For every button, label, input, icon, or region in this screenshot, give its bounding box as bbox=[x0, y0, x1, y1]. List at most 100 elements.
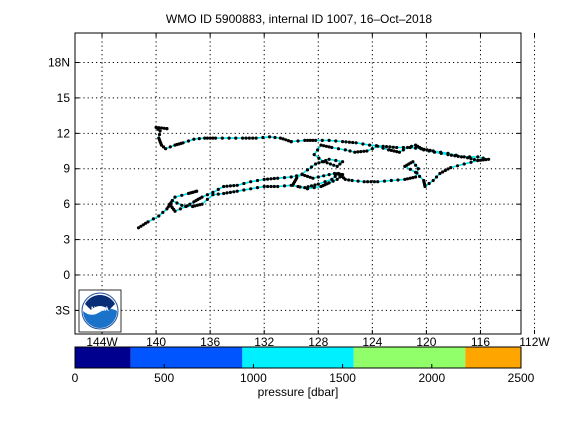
colorbar-bands bbox=[75, 347, 521, 368]
profile-point bbox=[311, 138, 315, 142]
profile-point bbox=[487, 157, 491, 161]
profile-point bbox=[389, 148, 393, 152]
profile-point bbox=[272, 184, 276, 189]
profile-point bbox=[334, 158, 338, 163]
profile-point bbox=[186, 139, 191, 143]
profile-point bbox=[325, 161, 329, 165]
profile-point bbox=[205, 136, 209, 140]
profile-point bbox=[344, 140, 348, 144]
profile-point bbox=[368, 143, 372, 147]
profile-point bbox=[273, 135, 277, 140]
profile-point bbox=[316, 175, 320, 179]
profile-point bbox=[178, 207, 182, 211]
profile-point bbox=[225, 191, 229, 195]
profile-point bbox=[459, 155, 464, 159]
profile-point bbox=[269, 184, 273, 189]
profile-point bbox=[428, 148, 432, 152]
x-tick-label: 112W bbox=[519, 335, 550, 349]
profile-point bbox=[395, 150, 399, 154]
profile-point bbox=[469, 157, 473, 161]
profile-point bbox=[362, 149, 366, 153]
x-tick-label: 140 bbox=[146, 335, 166, 349]
profile-point bbox=[414, 146, 418, 150]
profile-point bbox=[356, 179, 360, 183]
profile-point bbox=[317, 161, 321, 165]
y-tick-label: 0 bbox=[63, 268, 70, 282]
profile-point bbox=[175, 201, 179, 205]
profile-point bbox=[211, 193, 215, 197]
profile-point bbox=[227, 136, 231, 140]
profile-point bbox=[332, 163, 336, 167]
profile-point bbox=[208, 136, 212, 140]
profile-point bbox=[146, 220, 150, 224]
profile-point bbox=[203, 136, 207, 140]
profile-point bbox=[387, 148, 391, 152]
profile-point bbox=[328, 162, 332, 166]
profile-point bbox=[242, 181, 246, 186]
profile-point bbox=[408, 145, 412, 150]
chart-title: WMO ID 5900883, internal ID 1007, 16–Oct… bbox=[166, 12, 432, 26]
profile-point bbox=[234, 136, 238, 140]
gridlines bbox=[75, 33, 536, 334]
colorbar-tick-label: 2500 bbox=[508, 371, 535, 385]
colorbar-band bbox=[130, 347, 243, 368]
profile-point bbox=[220, 136, 224, 140]
profile-point bbox=[354, 141, 358, 145]
profile-point bbox=[269, 177, 273, 181]
profile-point bbox=[472, 158, 476, 162]
profile-point bbox=[425, 148, 429, 152]
profile-point bbox=[441, 170, 445, 174]
profile-point bbox=[414, 143, 418, 147]
profile-point bbox=[312, 153, 316, 157]
profile-point bbox=[370, 147, 374, 151]
noaa-logo: NOAA bbox=[78, 289, 122, 333]
profile-point bbox=[431, 178, 435, 183]
profile-point bbox=[332, 171, 337, 176]
profile-point bbox=[408, 167, 412, 171]
profile-point bbox=[289, 140, 293, 144]
profile-point bbox=[423, 184, 427, 189]
profile-point bbox=[333, 174, 337, 178]
profile-point bbox=[341, 160, 345, 164]
x-tick-label: 136 bbox=[200, 335, 220, 349]
profile-point bbox=[347, 140, 351, 144]
y-axis-ticks: 3S 0 3 6 9 12 15 18N bbox=[48, 56, 521, 317]
profile-point bbox=[343, 177, 347, 181]
y-tick-label: 18N bbox=[48, 56, 70, 70]
profile-point bbox=[392, 149, 396, 153]
profile-point bbox=[168, 202, 172, 206]
profile-point bbox=[200, 202, 204, 206]
profile-point bbox=[408, 176, 412, 180]
profile-point bbox=[335, 164, 339, 168]
profile-point bbox=[282, 176, 287, 180]
profile-point bbox=[405, 177, 410, 181]
profile-point bbox=[427, 181, 431, 186]
profile-point bbox=[151, 217, 155, 221]
profile-point bbox=[141, 223, 145, 227]
y-tick-label: 6 bbox=[63, 197, 70, 211]
profile-point bbox=[173, 143, 177, 147]
profile-point bbox=[139, 224, 143, 228]
colorbar-band bbox=[242, 347, 354, 368]
profile-point bbox=[136, 226, 141, 230]
profile-point bbox=[434, 175, 439, 179]
profile-point bbox=[308, 138, 312, 142]
profile-point bbox=[282, 184, 287, 188]
profile-point bbox=[462, 155, 466, 159]
profile-point bbox=[449, 153, 453, 157]
profile-point bbox=[303, 173, 307, 178]
profile-point bbox=[327, 181, 331, 185]
profile-point bbox=[241, 136, 245, 140]
y-tick-label: 15 bbox=[57, 91, 71, 105]
profile-point bbox=[454, 153, 458, 157]
x-tick-label: 144W bbox=[86, 335, 118, 349]
profile-point bbox=[356, 150, 360, 154]
profile-point bbox=[369, 180, 373, 184]
profile-point bbox=[309, 184, 314, 188]
profile-point bbox=[395, 145, 399, 150]
profile-point bbox=[343, 148, 347, 152]
profile-point bbox=[362, 180, 366, 184]
profile-point bbox=[418, 174, 422, 178]
profile-point bbox=[446, 167, 450, 171]
